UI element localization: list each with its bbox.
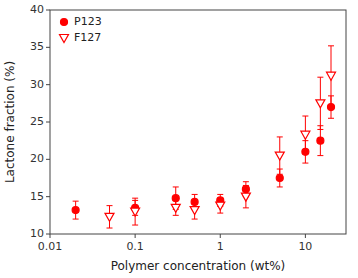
x-tick-label: 1 — [217, 240, 224, 253]
plot-area — [72, 46, 335, 228]
error-cap — [243, 207, 249, 208]
y-tick-label: 25 — [30, 115, 44, 128]
point — [327, 72, 336, 80]
plot-frame — [50, 10, 346, 234]
point — [276, 175, 283, 182]
x-tick — [220, 234, 221, 238]
error-cap — [328, 118, 334, 119]
error-cap — [217, 194, 223, 195]
error-cap — [173, 186, 179, 187]
y-tick-label: 15 — [30, 190, 44, 203]
legend-marker — [61, 19, 68, 26]
legend-label: F127 — [74, 31, 101, 44]
error-cap — [192, 194, 198, 195]
error-cap — [243, 185, 249, 186]
y-tick — [46, 122, 50, 123]
error-cap — [277, 136, 283, 137]
point — [105, 213, 114, 221]
error-cap — [302, 153, 308, 154]
x-tick — [305, 234, 306, 238]
y-tick-label: 40 — [30, 3, 44, 16]
y-tick — [46, 84, 50, 85]
point — [316, 100, 325, 108]
series — [105, 46, 336, 228]
x-tick-label: 10 — [298, 240, 312, 253]
y-tick — [46, 159, 50, 160]
legend-label: P123 — [74, 15, 102, 28]
error-cap — [328, 45, 334, 46]
point — [317, 137, 324, 144]
error-cap — [107, 205, 113, 206]
error-cap — [132, 225, 138, 226]
series — [72, 96, 334, 219]
error-cap — [192, 219, 198, 220]
error-bar — [317, 126, 323, 156]
error-cap — [217, 213, 223, 214]
error-cap — [173, 215, 179, 216]
y-tick — [46, 10, 50, 11]
y-tick — [46, 234, 50, 235]
error-cap — [328, 105, 334, 106]
error-cap — [107, 228, 113, 229]
error-cap — [217, 198, 223, 199]
error-cap — [277, 186, 283, 187]
error-cap — [173, 200, 179, 201]
legend: P123 F127 — [60, 15, 102, 44]
point — [241, 193, 250, 201]
point — [190, 207, 199, 215]
error-cap — [132, 198, 138, 199]
error-cap — [192, 201, 198, 202]
error-cap — [317, 77, 323, 78]
point — [72, 207, 79, 214]
error-cap — [317, 155, 323, 156]
x-tick-label: 0.1 — [126, 240, 144, 253]
chart: 10 15 20 25 30 35 40 0.01 0.1 1 10 Polymer concentr… — [0, 0, 358, 278]
point — [301, 131, 310, 139]
y-tick-label: 10 — [30, 227, 44, 240]
error-cap — [302, 163, 308, 164]
y-tick — [46, 47, 50, 48]
legend-marker — [60, 35, 69, 43]
point — [172, 195, 179, 202]
y-tick — [46, 196, 50, 197]
point — [131, 208, 140, 216]
y-axis-title: Lactone fraction (%) — [3, 61, 17, 183]
error-cap — [243, 181, 249, 182]
x-tick — [50, 234, 51, 238]
x-tick-label: 0.01 — [38, 240, 63, 253]
error-cap — [302, 116, 308, 117]
error-cap — [73, 219, 79, 220]
error-cap — [317, 129, 323, 130]
x-axis-title: Polymer concentration (wt%) — [111, 259, 286, 273]
y-tick-label: 30 — [30, 78, 44, 91]
error-cap — [277, 174, 283, 175]
point — [275, 152, 284, 160]
y-tick-label: 20 — [30, 152, 44, 165]
error-bar — [73, 201, 79, 219]
x-tick — [135, 234, 136, 238]
error-cap — [73, 201, 79, 202]
point — [171, 204, 180, 212]
point — [216, 202, 225, 210]
y-tick-label: 35 — [30, 40, 44, 53]
